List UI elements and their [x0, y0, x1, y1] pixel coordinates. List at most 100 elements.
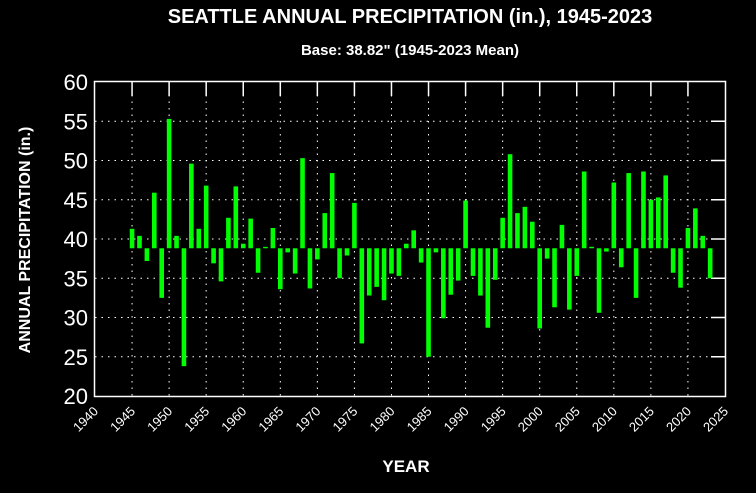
bars: [129, 118, 713, 367]
bar-2005: [574, 248, 580, 276]
bar-2009: [604, 248, 609, 252]
bar-1959: [233, 186, 239, 249]
bar-1967: [292, 248, 298, 274]
bar-2010: [611, 182, 617, 249]
bar-2020: [685, 228, 691, 249]
bar-1957: [218, 248, 224, 282]
bar-1993: [485, 248, 491, 328]
bar-1986: [433, 248, 439, 253]
bar-2013: [633, 248, 639, 298]
bar-1989: [455, 248, 461, 281]
x-tick-label: 1990: [441, 404, 472, 435]
bar-1945: [129, 228, 135, 249]
bar-1995: [500, 217, 505, 249]
x-tick-label: 1950: [144, 404, 175, 435]
bar-2022: [700, 235, 706, 249]
bar-1970: [315, 248, 320, 260]
bar-1974: [344, 248, 350, 256]
bar-1971: [322, 213, 328, 249]
bar-1951: [174, 235, 179, 249]
bar-1968: [300, 158, 305, 249]
plot-frame: [93, 80, 727, 398]
bar-1997: [515, 213, 520, 249]
x-tick-label: 1955: [181, 404, 212, 435]
bar-1947: [144, 248, 150, 261]
bar-2023: [707, 248, 713, 279]
bar-2002: [552, 248, 557, 308]
bar-1969: [307, 248, 313, 289]
y-tick-label: 40: [64, 227, 88, 252]
bar-1949: [159, 248, 165, 298]
y-tick-label: 35: [64, 266, 88, 291]
x-tick-label: 2020: [663, 404, 694, 435]
y-tick-label: 45: [64, 188, 88, 213]
bar-1964: [270, 228, 276, 249]
x-tick-label: 1985: [404, 404, 435, 435]
bar-2014: [641, 171, 646, 249]
x-tick-label: 2025: [700, 404, 731, 435]
bar-2003: [559, 224, 565, 249]
bar-1956: [211, 248, 216, 264]
bar-1966: [285, 248, 291, 253]
x-tick-labels: 1940 1945 1950 1955 1960 1965 1970 1975 1980 1985…: [70, 404, 731, 435]
bar-1972: [329, 173, 335, 249]
bar-1984: [418, 248, 424, 263]
bar-1965: [277, 248, 283, 290]
x-tick-label: 1945: [107, 404, 138, 435]
y-tick-label: 55: [64, 109, 88, 134]
bar-1973: [337, 248, 342, 279]
bar-1987: [441, 248, 446, 319]
y-tick-label: 30: [64, 306, 88, 331]
y-tick-label: 25: [64, 345, 88, 370]
y-tick-label: 50: [64, 149, 88, 174]
y-axis-label: ANNUAL PRECIPITATION (in.): [17, 127, 34, 354]
y-tick-label: 60: [64, 70, 88, 95]
x-tick-label: 2015: [626, 404, 657, 435]
bar-1999: [529, 221, 535, 249]
bar-1979: [381, 248, 387, 301]
chart-subtitle: Base: 38.82" (1945-2023 Mean): [301, 42, 519, 59]
bar-1991: [470, 248, 476, 276]
bar-1950: [166, 118, 172, 249]
bar-1982: [403, 243, 409, 249]
bar-2004: [567, 248, 572, 310]
bar-1961: [248, 218, 253, 249]
bar-2008: [596, 248, 602, 313]
bar-2012: [626, 173, 631, 249]
bar-1954: [196, 228, 202, 249]
bar-2017: [663, 175, 669, 249]
bar-1978: [374, 248, 379, 287]
bar-1994: [492, 248, 498, 280]
x-tick-label: 1965: [255, 404, 286, 435]
x-axis-label: YEAR: [382, 457, 429, 476]
x-tick-label: 2000: [515, 404, 546, 435]
bar-2016: [655, 197, 661, 249]
bar-2018: [670, 248, 676, 273]
bar-1983: [411, 230, 417, 249]
x-tick-label: 1970: [292, 404, 323, 435]
bar-2006: [581, 171, 587, 249]
bar-1998: [522, 206, 528, 249]
bar-2021: [693, 208, 698, 249]
bar-2011: [618, 248, 624, 268]
bar-1988: [448, 248, 454, 295]
x-tick-label: 1960: [218, 404, 249, 435]
bar-1985: [426, 248, 431, 357]
x-tick-label: 2005: [552, 404, 583, 435]
bar-2007: [589, 246, 594, 249]
bar-2000: [537, 248, 543, 329]
bar-1976: [359, 248, 365, 344]
chart-title: SEATTLE ANNUAL PRECIPITATION (in.), 1945…: [168, 6, 653, 28]
bar-1992: [478, 248, 483, 296]
x-tick-label: 1975: [329, 404, 360, 435]
x-tick-label: 1995: [478, 404, 509, 435]
bar-1996: [507, 154, 513, 249]
y-tick-label: 20: [64, 384, 88, 409]
bar-1962: [255, 248, 261, 273]
x-tick-label: 1980: [367, 404, 398, 435]
x-tick-label: 2010: [589, 404, 620, 435]
bar-1948: [151, 192, 157, 249]
bar-1955: [203, 185, 209, 249]
bar-1980: [389, 248, 394, 274]
